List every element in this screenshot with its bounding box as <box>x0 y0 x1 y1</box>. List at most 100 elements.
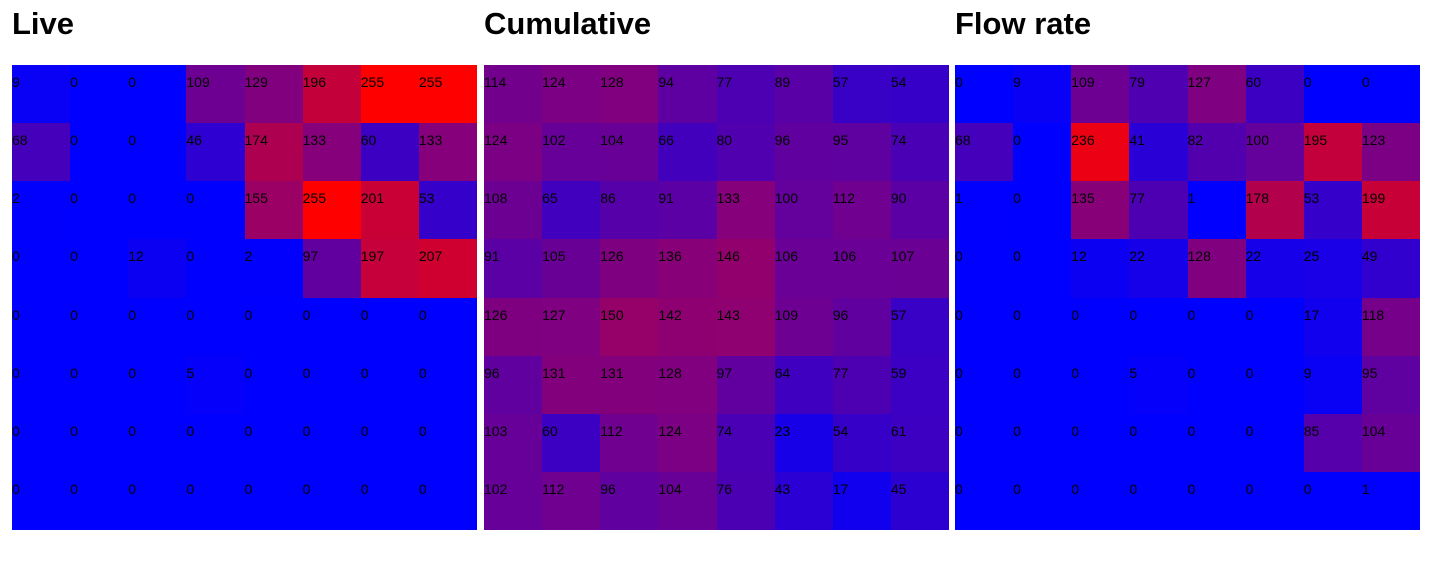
heatmap-cell-value: 0 <box>955 364 963 381</box>
heatmap-cell: 43 <box>774 471 833 530</box>
heatmap-cell: 77 <box>1129 181 1188 240</box>
heatmap-cell: 126 <box>484 297 543 356</box>
heatmap-cell: 126 <box>600 239 659 298</box>
heatmap-cell-value: 0 <box>70 74 78 90</box>
heatmap-cell-value: 0 <box>1187 422 1196 439</box>
heatmap-cell-value: 57 <box>832 74 849 90</box>
heatmap-cell: 255 <box>302 181 361 240</box>
heatmap-cell-value: 0 <box>360 422 369 439</box>
heatmap-cell: 96 <box>600 471 659 530</box>
heatmap-cell-value: 54 <box>832 422 849 439</box>
heatmap-cell: 23 <box>774 413 833 472</box>
heatmap-cell: 0 <box>1361 65 1420 124</box>
heatmap-cell-value: 0 <box>70 248 78 265</box>
heatmap-cell-value: 128 <box>658 364 682 381</box>
heatmap-cell-value: 85 <box>1303 422 1320 439</box>
heatmap-cell-value: 0 <box>1071 306 1080 323</box>
panel-title-live: Live <box>12 6 75 41</box>
heatmap-cell: 133 <box>716 181 775 240</box>
heatmap-cell: 0 <box>70 413 129 472</box>
heatmap-cell-value: 79 <box>1129 74 1145 90</box>
heatmap-cell: 136 <box>658 239 717 298</box>
heatmap-cell: 1 <box>955 181 1014 240</box>
heatmap-cell-value: 126 <box>484 306 508 323</box>
heatmap-cell-value: 0 <box>1013 364 1021 381</box>
heatmap-cell: 255 <box>360 65 419 124</box>
heatmap-cell-value: 107 <box>890 248 915 265</box>
heatmap-cell: 77 <box>832 355 891 414</box>
heatmap-cell: 0 <box>955 65 1014 124</box>
heatmap-cell: 77 <box>716 65 775 124</box>
heatmap-cell-value: 0 <box>186 422 195 439</box>
heatmap-cell: 49 <box>1361 239 1420 298</box>
heatmap-cell-value: 0 <box>12 364 20 381</box>
heatmap-cell-value: 96 <box>774 132 791 149</box>
heatmap-cell: 60 <box>542 413 601 472</box>
heatmap-cell-value: 95 <box>832 132 849 149</box>
heatmap-cell-value: 77 <box>832 364 849 381</box>
heatmap-cell-value: 97 <box>716 364 733 381</box>
heatmap-cell: 0 <box>128 123 187 182</box>
heatmap-cell-value: 255 <box>302 190 326 207</box>
heatmap-cell: 0 <box>1129 471 1188 530</box>
heatmap-cell-value: 0 <box>128 132 137 149</box>
heatmap-cell: 112 <box>542 471 601 530</box>
heatmap-cell: 150 <box>600 297 659 356</box>
heatmap-cell: 201 <box>360 181 419 240</box>
heatmap-cell: 103 <box>484 413 543 472</box>
heatmap-cell: 0 <box>70 65 129 124</box>
heatmap-cell-value: 89 <box>774 74 791 90</box>
heatmap-cell: 0 <box>244 413 303 472</box>
heatmap-cell: 0 <box>1129 297 1188 356</box>
heatmap-cell: 0 <box>302 413 361 472</box>
heatmap-cell-value: 74 <box>716 422 733 439</box>
heatmap-cell: 155 <box>244 181 303 240</box>
heatmap-cell: 0 <box>1013 181 1072 240</box>
heatmap-cell-value: 43 <box>774 480 791 497</box>
heatmap-cell: 95 <box>832 123 891 182</box>
heatmap-cell: 68 <box>12 123 71 182</box>
heatmap-cell-value: 65 <box>542 190 558 207</box>
heatmap-cell-value: 195 <box>1303 132 1328 149</box>
heatmap-cell-value: 0 <box>128 190 137 207</box>
heatmap-cell: 0 <box>1071 471 1130 530</box>
heatmap-cell: 0 <box>1245 355 1304 414</box>
heatmap-cell: 104 <box>658 471 717 530</box>
heatmap-cell-value: 0 <box>1129 306 1138 323</box>
heatmap-cell-value: 2 <box>12 190 20 207</box>
heatmap-cell: 109 <box>1071 65 1130 124</box>
heatmap-cell-value: 0 <box>1245 480 1254 497</box>
heatmap-cell-value: 0 <box>128 364 137 381</box>
heatmap-cell: 68 <box>955 123 1014 182</box>
heatmap-cell-value: 22 <box>1245 248 1262 265</box>
heatmap-cell: 96 <box>774 123 833 182</box>
heatmap-cell-value: 104 <box>600 132 624 149</box>
heatmap-cell-value: 0 <box>1013 190 1021 207</box>
heatmap-cell: 54 <box>890 65 949 124</box>
heatmap-cell: 0 <box>1013 123 1072 182</box>
heatmap-cell-value: 0 <box>360 306 369 323</box>
heatmap-cell-value: 5 <box>186 364 195 381</box>
heatmap-cell-value: 123 <box>1361 132 1386 149</box>
heatmap-cell: 105 <box>542 239 601 298</box>
heatmap-cell-value: 2 <box>244 248 253 265</box>
heatmap-cell: 0 <box>70 123 129 182</box>
heatmap-cell: 109 <box>774 297 833 356</box>
heatmap-cell: 5 <box>186 355 245 414</box>
heatmap-cell-value: 61 <box>890 422 907 439</box>
heatmap-cell: 82 <box>1187 123 1246 182</box>
heatmap-cell-value: 77 <box>1129 190 1145 207</box>
heatmap-cell-value: 146 <box>716 248 740 265</box>
heatmap-grid-live: 9 0 0 109 129 196 255 255 68 0 0 46 174 133 60 133 2 0 0 0 1… <box>12 65 477 530</box>
heatmap-cell-value: 0 <box>418 364 427 381</box>
heatmap-cell-value: 0 <box>244 422 253 439</box>
heatmap-cell: 129 <box>244 65 303 124</box>
heatmap-cell-value: 124 <box>484 132 508 149</box>
heatmap-cell-value: 77 <box>716 74 733 90</box>
heatmap-cell-value: 0 <box>12 422 20 439</box>
heatmap-cell-value: 0 <box>1129 480 1138 497</box>
heatmap-cell: 0 <box>418 471 477 530</box>
heatmap-cell: 41 <box>1129 123 1188 182</box>
heatmap-cell-value: 82 <box>1187 132 1204 149</box>
heatmap-cell: 135 <box>1071 181 1130 240</box>
